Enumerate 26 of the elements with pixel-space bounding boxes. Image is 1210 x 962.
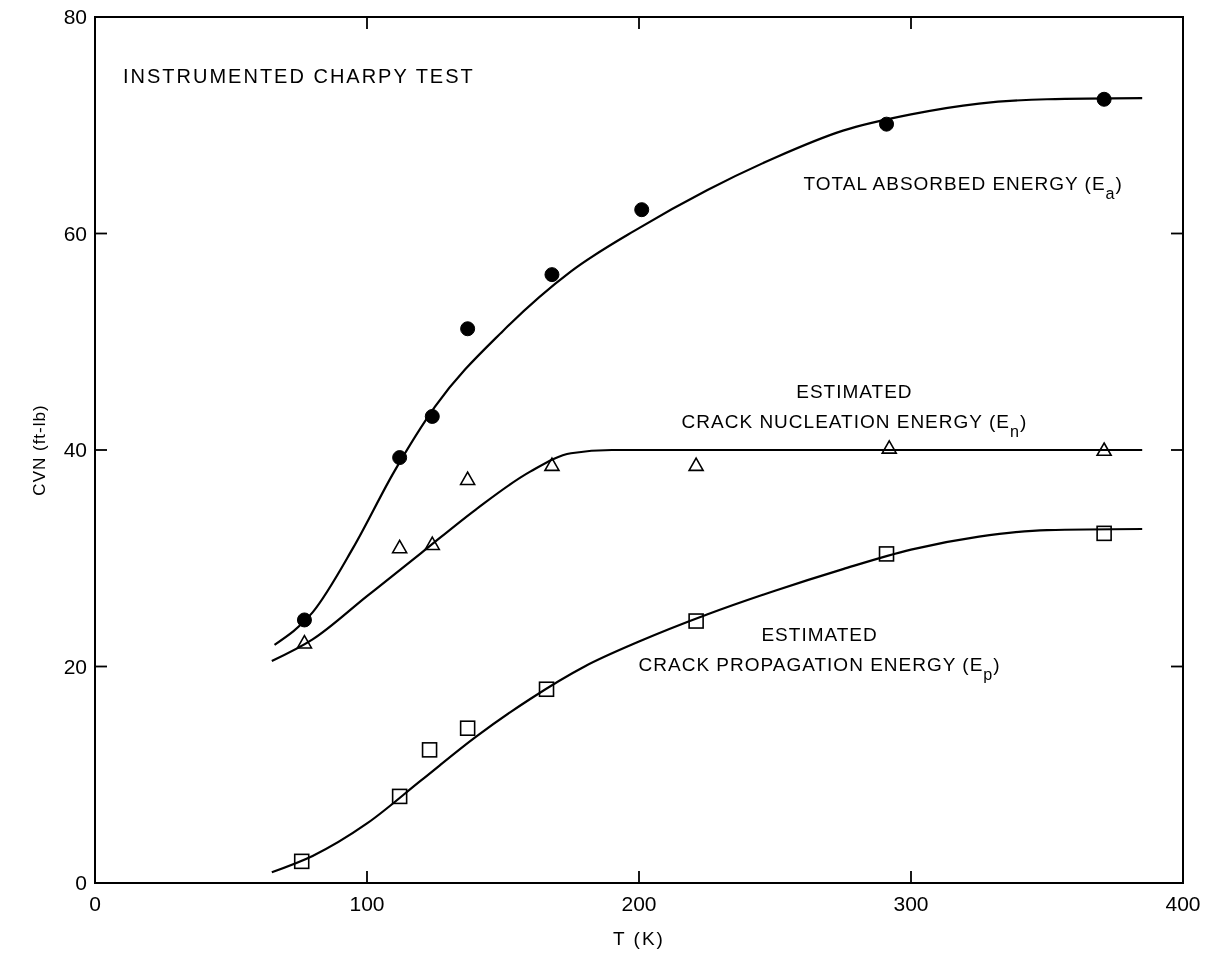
line-series [270, 527, 1144, 874]
point [634, 202, 650, 218]
point [421, 742, 438, 758]
y-tick-label: 40 [63, 438, 87, 461]
y-tick-label: 60 [63, 221, 87, 245]
x-tick-label: 200 [621, 892, 657, 915]
y-axis-title: CVN (ft-lb) [30, 404, 49, 496]
annotation: ESTIMATED CRACK PROPAGATION ENERGY (E$_{p}$) [638, 623, 1001, 683]
point [688, 457, 704, 472]
point [391, 539, 408, 554]
x-tick-label: 100 [349, 892, 385, 915]
point [544, 457, 560, 472]
y-tick-label: 20 [63, 654, 87, 678]
x-tick-label: 300 [893, 892, 929, 915]
annotation: ESTIMATED CRACK NUCLEATION ENERGY (E$_{n}$) [681, 381, 1028, 441]
x-tick-label: 0 [89, 892, 101, 915]
y-tick-label: 80 [63, 5, 87, 28]
point [459, 471, 476, 486]
point [544, 267, 560, 283]
x-axis-title: T (K) [613, 928, 665, 949]
point [460, 321, 476, 337]
point [459, 720, 476, 736]
y-tick-label: 0 [75, 871, 87, 894]
annotation: TOTAL ABSORBED ENERGY (E$_{a}$) [803, 173, 1123, 203]
text: INSTRUMENTED CHARPY TEST [123, 65, 475, 87]
x-tick-label: 400 [1165, 892, 1201, 915]
